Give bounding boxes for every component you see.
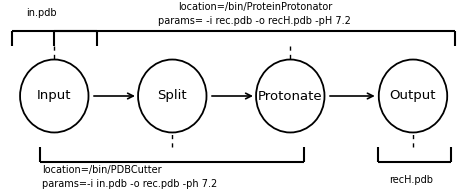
Ellipse shape xyxy=(379,60,447,132)
Text: recH.pdb: recH.pdb xyxy=(389,175,433,185)
Text: Protonate: Protonate xyxy=(258,89,322,103)
Ellipse shape xyxy=(20,60,89,132)
Text: location=/bin/ProteinProtonator
params= -i rec.pdb -o recH.pdb -pH 7.2: location=/bin/ProteinProtonator params= … xyxy=(159,2,351,26)
Text: Output: Output xyxy=(390,89,436,103)
Ellipse shape xyxy=(256,60,325,132)
Ellipse shape xyxy=(138,60,207,132)
Text: in.pdb: in.pdb xyxy=(26,8,57,18)
Text: location=/bin/PDBCutter
params=-i in.pdb -o rec.pdb -ph 7.2: location=/bin/PDBCutter params=-i in.pdb… xyxy=(42,165,218,189)
Text: Split: Split xyxy=(158,89,187,103)
Text: Input: Input xyxy=(37,89,72,103)
